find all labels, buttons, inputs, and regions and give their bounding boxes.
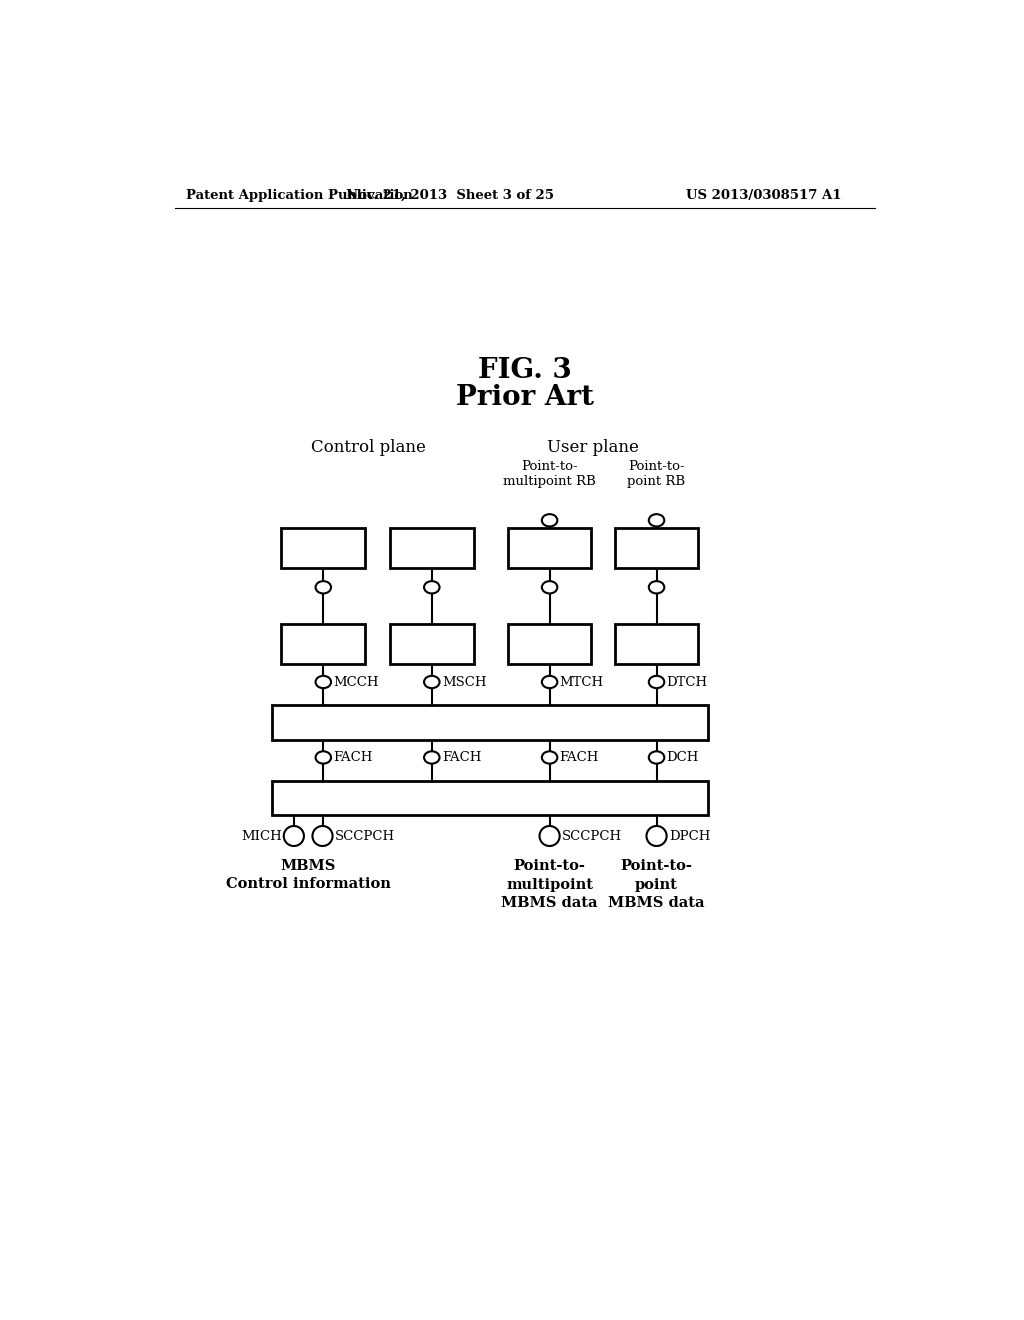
Circle shape (284, 826, 304, 846)
Text: SCCPCH: SCCPCH (562, 829, 623, 842)
Bar (390, 624, 474, 664)
Ellipse shape (424, 676, 439, 688)
Ellipse shape (542, 751, 557, 763)
Text: Nov. 21, 2013  Sheet 3 of 25: Nov. 21, 2013 Sheet 3 of 25 (346, 189, 554, 202)
Text: MBMS
Control information: MBMS Control information (225, 859, 390, 891)
Circle shape (312, 826, 333, 846)
Circle shape (540, 826, 560, 846)
Text: DCH: DCH (667, 751, 699, 764)
Text: DPCH: DPCH (669, 829, 711, 842)
Text: RRC: RRC (413, 540, 451, 557)
Text: MAC: MAC (469, 714, 511, 731)
Ellipse shape (649, 515, 665, 527)
Ellipse shape (315, 581, 331, 594)
Text: FIG. 3: FIG. 3 (478, 356, 571, 384)
Bar (282, 624, 366, 664)
Bar (272, 705, 708, 739)
Text: MICH: MICH (242, 829, 283, 842)
Ellipse shape (649, 581, 665, 594)
Bar (614, 624, 698, 664)
Text: FACH: FACH (334, 751, 373, 764)
Text: MSCH: MSCH (442, 676, 486, 689)
Bar (282, 528, 366, 568)
Ellipse shape (542, 581, 557, 594)
Text: RLC: RLC (305, 636, 341, 653)
Circle shape (646, 826, 667, 846)
Bar (272, 780, 708, 816)
Text: FACH: FACH (442, 751, 481, 764)
Text: DTCH: DTCH (667, 676, 708, 689)
Ellipse shape (649, 751, 665, 763)
Text: MCCH: MCCH (334, 676, 379, 689)
Ellipse shape (315, 751, 331, 763)
Text: Point-to-
point
MBMS data: Point-to- point MBMS data (608, 859, 705, 909)
Text: RLC: RLC (414, 636, 450, 653)
Text: Point-to-
multipoint
MBMS data: Point-to- multipoint MBMS data (502, 859, 598, 909)
Bar (390, 528, 474, 568)
Text: PDCP: PDCP (525, 540, 573, 557)
Text: User plane: User plane (547, 438, 639, 455)
Text: RLC: RLC (531, 636, 567, 653)
Ellipse shape (424, 751, 439, 763)
Ellipse shape (424, 581, 439, 594)
Text: Patent Application Publication: Patent Application Publication (186, 189, 413, 202)
Text: RLC: RLC (639, 636, 675, 653)
Ellipse shape (542, 515, 557, 527)
Text: SCCPCH: SCCPCH (335, 829, 395, 842)
Text: PDCP: PDCP (632, 540, 681, 557)
Ellipse shape (315, 676, 331, 688)
Text: Physical Layer: Physical Layer (428, 789, 551, 807)
Ellipse shape (649, 676, 665, 688)
Text: FACH: FACH (560, 751, 599, 764)
Text: US 2013/0308517 A1: US 2013/0308517 A1 (686, 189, 842, 202)
Bar (508, 528, 592, 568)
Text: MTCH: MTCH (560, 676, 604, 689)
Bar (614, 528, 698, 568)
Ellipse shape (542, 676, 557, 688)
Text: Point-to-
multipoint RB: Point-to- multipoint RB (503, 459, 596, 488)
Bar (508, 624, 592, 664)
Text: Point-to-
point RB: Point-to- point RB (628, 459, 686, 488)
Text: Control plane: Control plane (311, 438, 426, 455)
Text: Prior Art: Prior Art (456, 384, 594, 411)
Text: RRC: RRC (304, 540, 342, 557)
